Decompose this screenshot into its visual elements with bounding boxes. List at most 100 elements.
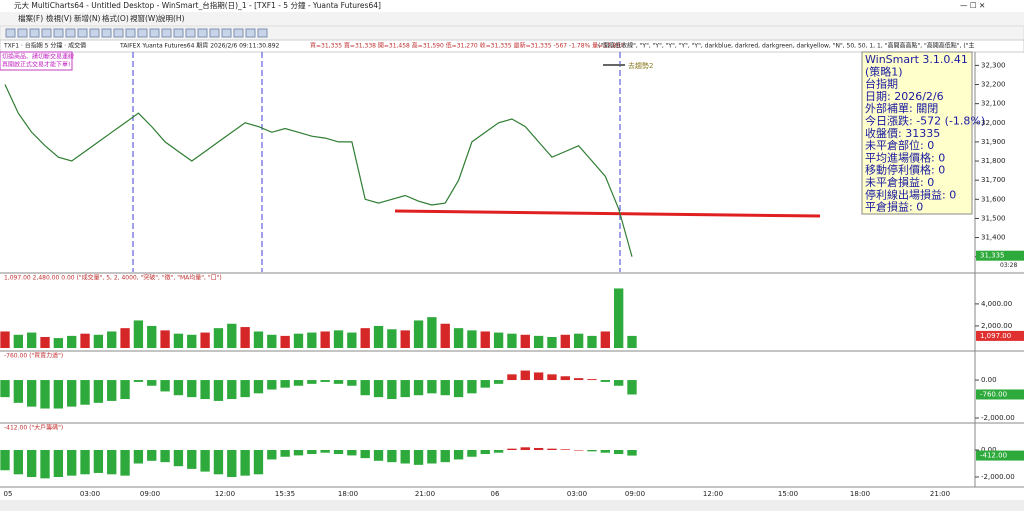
y-tick-label: 4,000.00 bbox=[981, 300, 1012, 308]
toolbar-button[interactable] bbox=[89, 28, 100, 38]
histogram-bar bbox=[373, 380, 384, 398]
histogram-bar bbox=[240, 450, 250, 476]
menu-item[interactable]: 檢視(V) bbox=[46, 13, 72, 23]
time-label: 05 bbox=[4, 490, 13, 498]
last-value-box bbox=[976, 450, 1024, 461]
window-controls[interactable]: — ☐ ✕ bbox=[960, 1, 985, 10]
info-line: (策略1) bbox=[865, 64, 903, 78]
chart-header-text: TAIFEX Yuanta Futures64 期貨 2026/2/6 09:1… bbox=[119, 42, 280, 50]
y-tick-label: 0.00 bbox=[981, 446, 997, 454]
histogram-bar bbox=[400, 330, 410, 349]
toolbar-button[interactable] bbox=[233, 28, 244, 38]
toolbar-button[interactable] bbox=[101, 28, 112, 38]
histogram-bar bbox=[213, 450, 224, 475]
histogram-bar bbox=[267, 380, 277, 390]
menu-item[interactable]: 新增(N) bbox=[74, 13, 101, 23]
info-line: 未平倉損益: 0 bbox=[865, 175, 934, 189]
info-line: 日期: 2026/2/6 bbox=[865, 90, 944, 103]
menu-item[interactable]: 檔案(F) bbox=[18, 13, 43, 23]
toolbar-button[interactable] bbox=[161, 28, 172, 38]
histogram-bar bbox=[533, 372, 544, 381]
last-price-box bbox=[976, 250, 1024, 261]
toolbar-button[interactable] bbox=[5, 28, 16, 38]
histogram-bar bbox=[160, 450, 170, 463]
histogram-bar bbox=[147, 380, 157, 386]
toolbar-button[interactable] bbox=[173, 28, 184, 38]
histogram-bar bbox=[80, 380, 90, 405]
toolbar-button[interactable] bbox=[257, 28, 268, 38]
histogram-bar bbox=[253, 450, 264, 475]
bar-timer: 03:28 bbox=[1000, 262, 1017, 269]
histogram-bar bbox=[467, 380, 477, 394]
histogram-bar bbox=[307, 332, 317, 349]
histogram-bar bbox=[360, 380, 370, 396]
y-tick-label: 31,900 bbox=[981, 138, 1006, 146]
histogram-bar bbox=[93, 334, 104, 349]
time-label: 09:00 bbox=[625, 490, 645, 498]
drawing-label: 去趨勢2 bbox=[628, 61, 653, 70]
histogram-bar bbox=[0, 331, 10, 349]
histogram-bar bbox=[387, 329, 397, 349]
toolbar-button[interactable] bbox=[53, 28, 64, 38]
info-line: 台指期 bbox=[865, 77, 898, 91]
histogram-bar bbox=[320, 331, 330, 349]
pane-header: 1,097.00 2,480.00 0.00 ("成交量", 5, 2, 400… bbox=[4, 274, 222, 282]
histogram-bar bbox=[187, 334, 197, 349]
histogram-bar bbox=[40, 380, 50, 409]
window-title: 元大 MultiCharts64 - Untitled Desktop - Wi… bbox=[14, 0, 381, 10]
time-label: 15:00 bbox=[778, 490, 798, 498]
histogram-bar bbox=[280, 450, 290, 457]
histogram-bar bbox=[293, 333, 304, 349]
toolbar-button[interactable] bbox=[197, 28, 208, 38]
histogram-bar bbox=[0, 450, 10, 471]
toolbar-button[interactable] bbox=[65, 28, 76, 38]
menu-bar bbox=[0, 12, 1024, 26]
toolbar-button[interactable] bbox=[77, 28, 88, 38]
histogram-bar bbox=[520, 447, 530, 451]
time-label: 12:00 bbox=[215, 490, 235, 498]
y-tick-label: 32,300 bbox=[981, 61, 1006, 69]
histogram-bar bbox=[40, 450, 50, 479]
toolbar-button[interactable] bbox=[185, 28, 196, 38]
sheet-tabs bbox=[0, 500, 1024, 511]
toolbar-button[interactable] bbox=[29, 28, 40, 38]
histogram-bar bbox=[413, 320, 424, 349]
toolbar-button[interactable] bbox=[209, 28, 220, 38]
histogram-bar bbox=[400, 380, 410, 398]
histogram-bar bbox=[53, 380, 64, 409]
toolbar-button[interactable] bbox=[245, 28, 256, 38]
info-line: 未平倉部位: 0 bbox=[865, 138, 934, 152]
histogram-bar bbox=[440, 450, 450, 463]
histogram-bar bbox=[587, 450, 597, 452]
info-line: 收盤價: 31335 bbox=[865, 126, 940, 140]
histogram-bar bbox=[133, 380, 144, 382]
histogram-bar bbox=[107, 380, 117, 401]
toolbar-button[interactable] bbox=[17, 28, 28, 38]
histogram-bar bbox=[80, 450, 90, 475]
histogram-bar bbox=[213, 328, 224, 349]
notice-box bbox=[0, 51, 73, 71]
y-tick-label: 0.00 bbox=[981, 376, 997, 384]
histogram-bar bbox=[613, 380, 624, 386]
toolbar-button[interactable] bbox=[125, 28, 136, 38]
notice: 再開啟正式交易才能下單! bbox=[2, 61, 70, 69]
y-tick-label: 31,600 bbox=[981, 195, 1006, 203]
menu-item[interactable]: 說明(H) bbox=[158, 13, 185, 23]
histogram-bar bbox=[200, 380, 210, 400]
toolbar-button[interactable] bbox=[221, 28, 232, 38]
toolbar-button[interactable] bbox=[41, 28, 52, 38]
last-value: -760.00 bbox=[980, 390, 1007, 398]
toolbar-button[interactable] bbox=[149, 28, 160, 38]
toolbar-button[interactable] bbox=[113, 28, 124, 38]
histogram-bar bbox=[320, 450, 330, 453]
histogram-bar bbox=[240, 327, 250, 349]
y-tick-label: 31,800 bbox=[981, 157, 1006, 165]
histogram-bar bbox=[93, 450, 104, 473]
histogram-bar bbox=[347, 332, 357, 349]
menu-item[interactable]: 視窗(W) bbox=[130, 13, 158, 23]
menu-item[interactable]: 格式(O) bbox=[102, 13, 129, 23]
histogram-bar bbox=[27, 380, 37, 407]
histogram-bar bbox=[307, 450, 317, 455]
histogram-bar bbox=[573, 378, 584, 381]
toolbar-button[interactable] bbox=[137, 28, 148, 38]
